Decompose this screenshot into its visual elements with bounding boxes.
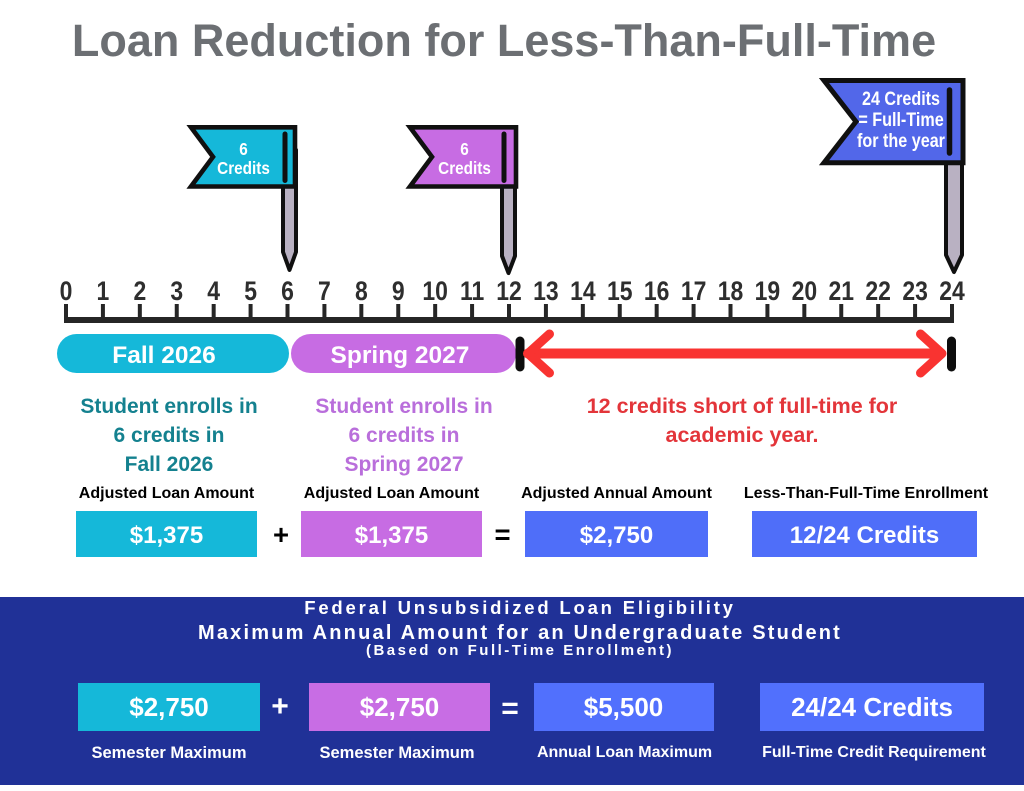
svg-text:6: 6 bbox=[281, 276, 294, 306]
svg-text:21: 21 bbox=[828, 276, 854, 306]
svg-text:7: 7 bbox=[318, 276, 331, 306]
svg-text:1: 1 bbox=[97, 276, 110, 306]
svg-text:4: 4 bbox=[207, 276, 220, 306]
svg-text:Credits: Credits bbox=[438, 158, 491, 178]
svg-text:Credits: Credits bbox=[217, 158, 270, 178]
svg-text:Fall 2026: Fall 2026 bbox=[112, 342, 216, 369]
svg-text:9: 9 bbox=[392, 276, 405, 306]
svg-text:18: 18 bbox=[718, 276, 744, 306]
svg-text:13: 13 bbox=[533, 276, 559, 306]
svg-text:12: 12 bbox=[496, 276, 522, 306]
svg-text:6: 6 bbox=[460, 139, 469, 159]
svg-text:14: 14 bbox=[570, 276, 596, 306]
svg-text:24 Credits: 24 Credits bbox=[862, 88, 940, 110]
svg-text:= Full-Time: = Full-Time bbox=[858, 109, 944, 131]
svg-text:11: 11 bbox=[460, 276, 484, 306]
svg-text:5: 5 bbox=[244, 276, 257, 306]
svg-text:17: 17 bbox=[681, 276, 707, 306]
svg-text:8: 8 bbox=[355, 276, 368, 306]
svg-text:19: 19 bbox=[755, 276, 781, 306]
svg-text:22: 22 bbox=[865, 276, 891, 306]
svg-text:2: 2 bbox=[133, 276, 146, 306]
svg-text:Spring 2027: Spring 2027 bbox=[331, 342, 470, 369]
svg-text:for the year: for the year bbox=[857, 130, 945, 152]
svg-text:23: 23 bbox=[902, 276, 928, 306]
svg-text:24: 24 bbox=[939, 276, 965, 306]
svg-text:3: 3 bbox=[170, 276, 183, 306]
svg-text:6: 6 bbox=[239, 139, 248, 159]
svg-text:0: 0 bbox=[60, 276, 73, 306]
svg-text:15: 15 bbox=[607, 276, 633, 306]
svg-text:10: 10 bbox=[422, 276, 448, 306]
svg-text:16: 16 bbox=[644, 276, 670, 306]
svg-text:20: 20 bbox=[792, 276, 818, 306]
